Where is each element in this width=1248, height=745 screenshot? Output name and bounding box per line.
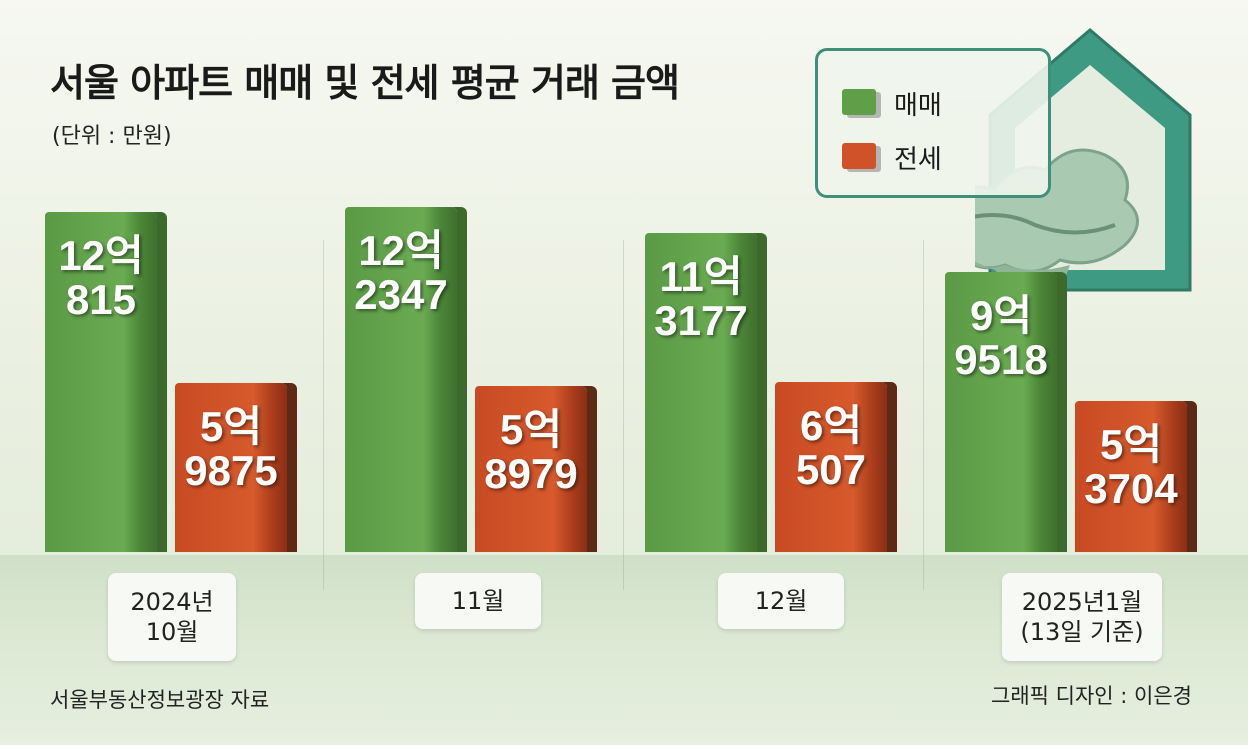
- bar-jeonse: [1075, 401, 1187, 552]
- bar-data-label: 9억 9518: [945, 292, 1057, 384]
- legend-swatch-jeonse: [842, 143, 876, 169]
- x-category-box: 2025년1월 (13일 기준): [1002, 573, 1162, 661]
- x-tick-label: 10월: [145, 618, 199, 646]
- bar-label-man: 9518: [954, 336, 1048, 384]
- x-category-box: 12월: [718, 573, 844, 629]
- bar-label-eok: 12억: [58, 232, 144, 279]
- bar-label-man: 3177: [654, 297, 748, 345]
- bar-label-man: 8979: [484, 450, 578, 498]
- x-tick-label: (13일 기준): [1020, 618, 1144, 646]
- bar-label-man: 3704: [1084, 465, 1178, 513]
- bar-data-label: 5억 3704: [1075, 421, 1187, 513]
- group-divider: [623, 240, 624, 590]
- legend: 매매 전세: [815, 48, 1051, 198]
- group-divider: [323, 240, 324, 590]
- legend-label-sale: 매매: [894, 91, 942, 121]
- bar-sale: [45, 212, 157, 552]
- bar-label-eok: 5억: [200, 403, 262, 450]
- bar-label-eok: 12억: [358, 227, 444, 274]
- legend-label-jeonse: 전세: [894, 145, 942, 175]
- legend-swatch-sale: [842, 89, 876, 115]
- bar-label-eok: 5억: [500, 406, 562, 453]
- bar-sale: [345, 207, 457, 552]
- x-tick-label: 2025년1월: [1021, 588, 1143, 616]
- chart-title: 서울 아파트 매매 및 전세 평균 거래 금액: [50, 61, 680, 105]
- x-tick-label: 11월: [451, 587, 505, 615]
- bar-label-eok: 5억: [1100, 421, 1162, 468]
- bar-data-label: 11억 3177: [645, 253, 757, 345]
- x-tick-label: 2024년: [130, 588, 214, 616]
- bar-jeonse: [775, 382, 887, 552]
- bar-data-label: 12억 2347: [345, 227, 457, 319]
- bar-label-man: 9875: [184, 447, 278, 495]
- design-credit: 그래픽 디자인 : 이은경: [991, 684, 1192, 708]
- bar-jeonse: [175, 383, 287, 552]
- group-divider: [923, 240, 924, 590]
- bar-label-man: 507: [795, 446, 867, 494]
- bar-sale: [945, 272, 1057, 552]
- x-tick-label: 12월: [754, 587, 808, 615]
- source-note: 서울부동산정보광장 자료: [50, 688, 270, 712]
- bar-sale: [645, 233, 757, 552]
- bar-data-label: 5억 8979: [475, 406, 587, 498]
- bar-label-eok: 6억: [800, 402, 862, 449]
- bar-data-label: 5억 9875: [175, 403, 287, 495]
- bar-label-eok: 11억: [659, 253, 743, 300]
- x-category-box: 2024년 10월: [108, 573, 236, 661]
- bar-label-eok: 9억: [970, 292, 1032, 339]
- bar-label-man: 815: [65, 276, 137, 324]
- house-map-icon: [975, 28, 1192, 292]
- unit-label: (단위 : 만원): [52, 124, 172, 149]
- bar-data-label: 12억 815: [45, 232, 157, 324]
- bar-label-man: 2347: [354, 271, 448, 319]
- bar-data-label: 6억 507: [775, 402, 887, 494]
- bar-jeonse: [475, 386, 587, 552]
- x-category-box: 11월: [415, 573, 541, 629]
